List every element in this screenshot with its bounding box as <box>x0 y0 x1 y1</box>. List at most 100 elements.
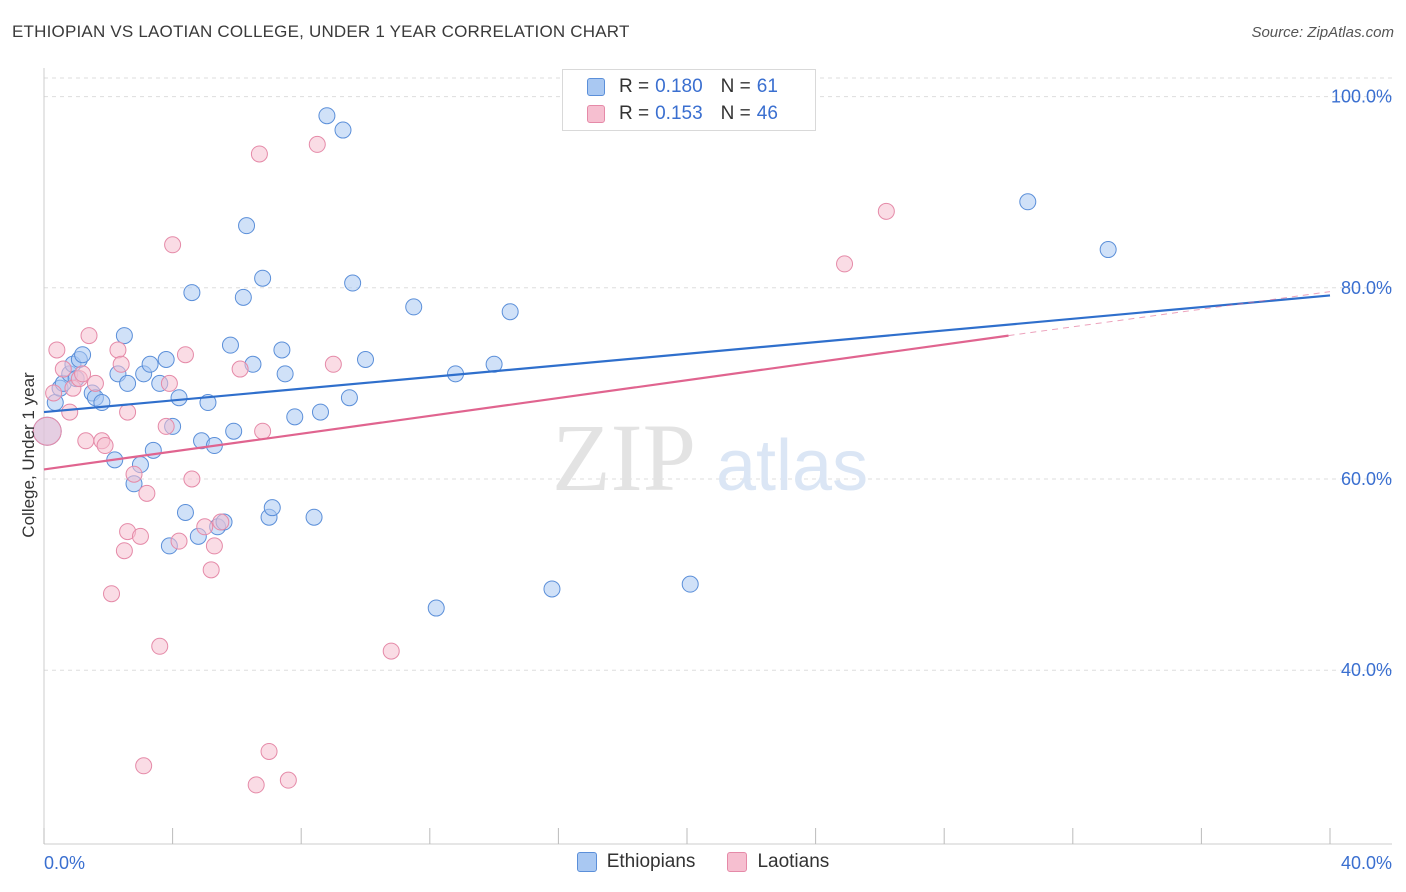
n-value: 46 <box>756 103 778 124</box>
series-legend: Ethiopians Laotians <box>0 851 1406 873</box>
ethiopians-point <box>1019 193 1037 211</box>
ethiopians-point <box>681 575 699 593</box>
laotians-point <box>131 527 149 545</box>
ethiopians-point <box>157 351 175 368</box>
laotians-point <box>115 542 133 560</box>
r-label: R = <box>619 76 650 97</box>
legend-item-ethiopians: Ethiopians <box>576 851 696 873</box>
legend-row-ethiopians: R = 0.180 N = 61 <box>587 75 778 99</box>
y-tick-label: 40.0% <box>1341 660 1392 680</box>
laotians-point <box>151 637 169 655</box>
y-tick-label: 80.0% <box>1341 278 1392 298</box>
laotians-point <box>836 255 854 273</box>
laotians-point <box>176 346 194 364</box>
laotians-point <box>205 537 223 555</box>
trend-lines <box>43 291 1331 471</box>
laotians-trend-extension <box>1008 291 1331 337</box>
ethiopians-swatch <box>576 852 597 872</box>
n-label: N = <box>720 103 751 124</box>
n-label: N = <box>720 76 751 97</box>
legend-row-laotians: R = 0.153 N = 46 <box>587 102 778 126</box>
laotians-point <box>308 135 326 153</box>
ethiopians-point <box>334 121 352 139</box>
ethiopians-point <box>225 422 243 440</box>
ethiopians-point <box>357 351 374 368</box>
laotians-point <box>45 384 63 402</box>
ethiopians-point <box>74 346 92 364</box>
laotians-point <box>170 532 188 550</box>
x-tick-label: 0.0% <box>44 853 85 873</box>
axes <box>43 68 1392 845</box>
ethiopians-point <box>170 389 188 407</box>
ethiopians-point <box>543 580 561 598</box>
r-value: 0.153 <box>655 103 703 124</box>
correlation-legend: R = 0.180 N = 61 R = 0.153 N = 46 <box>562 69 816 131</box>
ethiopians-label: Ethiopians <box>606 851 696 872</box>
ethiopians-point <box>221 336 239 354</box>
laotians-swatch <box>587 105 605 123</box>
ethiopians-trend-line <box>43 294 1331 414</box>
n-value: 61 <box>756 76 778 97</box>
y-tick-label: 60.0% <box>1341 469 1392 489</box>
laotians-point <box>202 561 220 579</box>
laotians-point <box>61 403 79 421</box>
source-label: Source: ZipAtlas.com <box>1251 24 1394 41</box>
laotians-point <box>119 403 137 421</box>
ethiopians-point <box>254 269 272 287</box>
y-axis-label: College, Under 1 year <box>19 372 38 538</box>
ethiopians-points <box>32 107 1117 617</box>
laotians-point <box>260 742 278 760</box>
y-tick-label: 100.0% <box>1331 87 1392 107</box>
legend-item-laotians: Laotians <box>727 851 829 873</box>
laotians-point <box>324 355 342 373</box>
r-value: 0.180 <box>655 76 703 97</box>
ethiopians-point <box>405 298 423 316</box>
ethiopians-swatch <box>587 78 605 96</box>
laotians-point <box>96 437 114 455</box>
laotians-point <box>138 484 156 502</box>
ethiopians-point <box>234 288 252 306</box>
chart-title: ETHIOPIAN VS LAOTIAN COLLEGE, UNDER 1 YE… <box>12 22 630 41</box>
ethiopians-point <box>183 284 201 302</box>
laotians-label: Laotians <box>757 851 830 872</box>
laotians-point <box>80 327 98 345</box>
x-tick-label: 40.0% <box>1341 853 1392 873</box>
watermark-zip: ZIP <box>552 404 696 511</box>
ethiopians-point <box>340 389 358 407</box>
laotians-point <box>250 145 268 163</box>
laotians-point <box>109 341 127 359</box>
ethiopians-point <box>238 217 256 235</box>
ethiopians-point <box>344 274 362 292</box>
ethiopians-point <box>1099 241 1117 259</box>
laotians-point <box>254 422 272 440</box>
laotians-point <box>54 360 72 378</box>
ethiopians-point <box>501 303 519 321</box>
laotians-point <box>160 374 178 392</box>
laotians-point <box>135 757 153 775</box>
laotians-point <box>74 365 92 383</box>
ethiopians-point <box>318 107 336 125</box>
ethiopians-point <box>115 327 133 345</box>
ethiopians-point <box>119 374 137 392</box>
laotians-point <box>157 417 175 435</box>
laotians-point <box>183 470 201 488</box>
laotians-swatch <box>727 852 748 872</box>
laotians-point <box>382 642 400 660</box>
laotians-point <box>164 236 182 254</box>
laotians-point <box>877 202 895 220</box>
ethiopians-point <box>286 408 304 426</box>
watermark: ZIP atlas <box>552 404 868 511</box>
ethiopians-point <box>263 499 281 517</box>
laotians-points <box>32 135 895 794</box>
ethiopians-point <box>141 355 159 373</box>
laotians-point <box>125 465 143 483</box>
ethiopians-point <box>305 508 323 526</box>
ethiopians-point <box>427 599 445 617</box>
laotians-point <box>32 416 62 446</box>
laotians-point <box>231 360 249 378</box>
ethiopians-point <box>276 365 294 383</box>
laotians-point <box>86 374 104 392</box>
laotians-point <box>112 355 130 373</box>
tick-labels: 100.0% 80.0% 60.0% 40.0% 0.0% 40.0% <box>44 87 1392 873</box>
